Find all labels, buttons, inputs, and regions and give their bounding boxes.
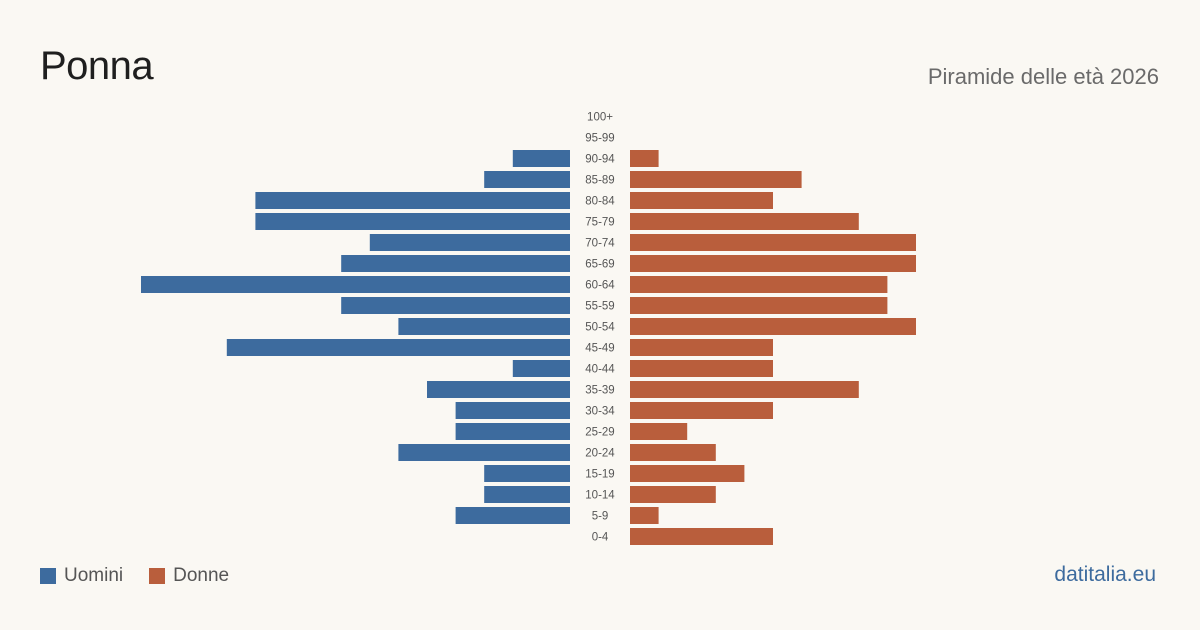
- age-label: 90-94: [585, 154, 615, 166]
- bar-men: [255, 192, 570, 209]
- bar-women: [630, 402, 773, 419]
- chart-subtitle: Piramide delle età 2026: [927, 64, 1159, 89]
- bar-men: [484, 486, 570, 503]
- legend-swatch-women: [149, 568, 166, 584]
- age-label: 10-14: [585, 490, 615, 502]
- bar-women: [630, 528, 773, 545]
- bar-women: [630, 486, 716, 503]
- age-label: 20-24: [585, 448, 615, 460]
- legend-swatch-men: [40, 568, 56, 584]
- bar-men: [455, 402, 570, 419]
- age-label: 65-69: [585, 259, 614, 271]
- bar-men: [512, 360, 570, 377]
- age-label: 85-89: [585, 175, 614, 187]
- bar-women: [630, 150, 659, 167]
- bar-men: [484, 171, 570, 188]
- bar-men: [369, 234, 570, 251]
- bar-men: [512, 150, 570, 167]
- bar-women: [630, 297, 888, 314]
- bar-men: [226, 339, 571, 356]
- age-label: 40-44: [585, 364, 615, 376]
- bar-men: [455, 507, 570, 524]
- bar-women: [630, 318, 916, 335]
- bar-women: [630, 381, 859, 398]
- age-label: 0-4: [592, 532, 609, 544]
- bar-women: [630, 465, 745, 482]
- bar-women: [630, 171, 802, 188]
- bar-women: [630, 192, 773, 209]
- bar-women: [630, 276, 888, 293]
- bar-men: [398, 444, 570, 461]
- age-label: 5-9: [592, 511, 609, 523]
- age-label: 70-74: [585, 238, 615, 250]
- bar-women: [630, 423, 688, 440]
- bar-men: [427, 381, 570, 398]
- age-label: 100+: [587, 112, 613, 124]
- legend-item-women: Donne: [149, 565, 229, 587]
- bar-men: [141, 276, 570, 293]
- brand-link[interactable]: datitalia.eu: [1054, 563, 1156, 586]
- age-label: 15-19: [585, 469, 614, 481]
- age-label: 50-54: [585, 322, 615, 334]
- bar-men: [255, 213, 570, 230]
- age-label: 60-64: [585, 280, 615, 292]
- bar-women: [630, 255, 916, 272]
- chart-title: Ponna: [40, 44, 154, 88]
- bar-men: [455, 423, 570, 440]
- bar-women: [630, 507, 659, 524]
- legend-item-men: Uomini: [40, 565, 123, 587]
- age-label: 55-59: [585, 301, 614, 313]
- bar-women: [630, 339, 773, 356]
- age-label: 30-34: [585, 406, 615, 418]
- bar-women: [630, 444, 716, 461]
- legend-label-men: Uomini: [64, 565, 124, 586]
- age-label: 45-49: [585, 343, 614, 355]
- age-label: 95-99: [585, 133, 614, 145]
- bar-men: [398, 318, 570, 335]
- bar-men: [484, 465, 570, 482]
- bar-women: [630, 234, 916, 251]
- bar-men: [341, 255, 570, 272]
- bar-women: [630, 213, 859, 230]
- age-label: 35-39: [585, 385, 614, 397]
- age-label: 80-84: [585, 196, 615, 208]
- bar-men: [341, 297, 570, 314]
- legend: Uomini Donne: [40, 565, 255, 587]
- age-label: 25-29: [585, 427, 614, 439]
- bar-women: [630, 360, 773, 377]
- legend-label-women: Donne: [173, 565, 230, 586]
- age-label: 75-79: [585, 217, 614, 229]
